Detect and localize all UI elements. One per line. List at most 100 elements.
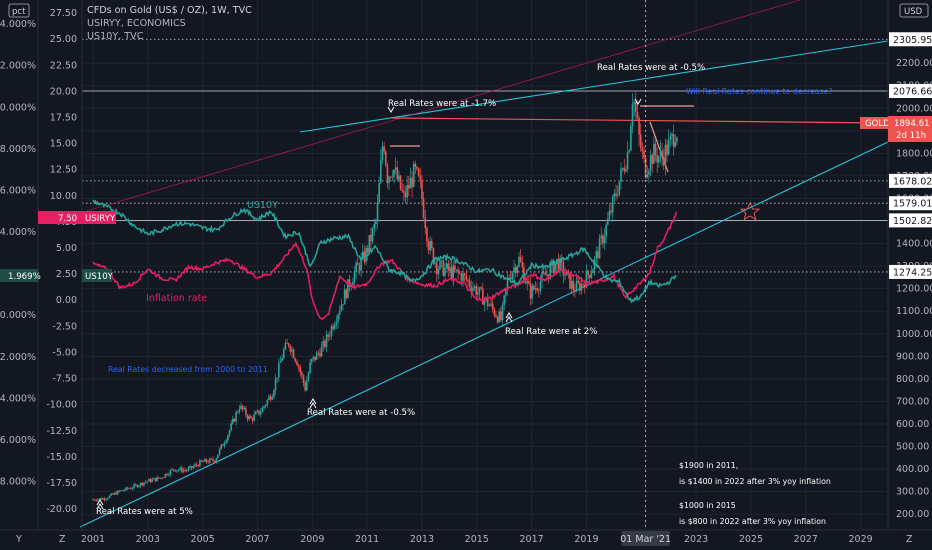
level-label-box — [889, 196, 932, 211]
candle-body — [319, 353, 321, 357]
grid — [82, 0, 888, 538]
gold-tick-label: 300.00 — [896, 487, 929, 498]
channel-upper-trendline[interactable] — [299, 40, 889, 133]
inflation-series-label: Inflation rate — [146, 293, 207, 304]
candle-body — [468, 280, 471, 287]
up-arrow-icon — [505, 312, 513, 323]
us10y-badge: 1.969% US10Y — [0, 269, 114, 282]
y-toolbar-button[interactable]: Y — [15, 534, 22, 545]
candle-body — [92, 499, 94, 501]
candle-body — [623, 168, 626, 172]
candle-body — [514, 267, 517, 273]
candle-body — [279, 361, 282, 363]
overlay-us10y-title[interactable]: US10Y, TVC — [87, 31, 144, 42]
candle-body — [602, 235, 604, 244]
candle-body — [496, 316, 499, 323]
candle-body — [325, 334, 328, 347]
candle-body — [345, 289, 348, 299]
candle-body — [255, 412, 257, 415]
z-right-toolbar-button[interactable]: Z — [906, 534, 913, 545]
candle-body — [603, 236, 606, 244]
candle-body — [519, 256, 522, 263]
symbol-title[interactable]: CFDs on Gold (US$ / OZ), 1W, TVC — [87, 5, 252, 16]
candle-body — [335, 322, 338, 325]
usiryy-tick-label: 10.00 — [50, 191, 77, 202]
candle-body — [636, 112, 639, 119]
note-1900-b: is $1400 in 2022 after 3% yoy inflation — [679, 477, 831, 486]
gold-resistance-line[interactable] — [391, 117, 889, 124]
year-tick-label: 2013 — [410, 534, 434, 545]
candle-body — [133, 484, 135, 489]
us10y-axis[interactable]: 14.000%12.000%10.000%8.000%6.000%4.000%2… — [0, 19, 36, 487]
candle-body — [153, 478, 155, 480]
up-arrow-icon — [309, 398, 317, 409]
candle-body — [327, 334, 329, 337]
candle-body — [559, 258, 561, 271]
candle-body — [289, 345, 292, 352]
candle-body — [116, 490, 119, 495]
candle-body — [674, 141, 677, 147]
candle-body — [167, 474, 170, 476]
z-toolbar-button[interactable]: Z — [59, 534, 66, 545]
candle-body — [128, 488, 130, 490]
pct-button[interactable]: pct — [8, 3, 30, 18]
candle-body — [306, 380, 308, 391]
candle-body — [230, 423, 232, 431]
candle-body — [98, 498, 101, 500]
candle-body — [444, 268, 446, 276]
us10y-tick-label: 4.000% — [0, 227, 36, 238]
candle-body — [340, 304, 343, 311]
candle-body — [317, 352, 320, 354]
overlay-usiryy-title[interactable]: USIRYY, ECONOMICS — [87, 18, 186, 29]
candle-body — [631, 104, 634, 127]
candle-body — [149, 479, 152, 482]
candle-body — [169, 470, 172, 475]
candle-body — [449, 267, 451, 271]
candle-body — [583, 284, 586, 288]
candle-body — [286, 342, 288, 344]
candle-body — [355, 262, 357, 272]
candle-body — [422, 199, 425, 218]
candle-body — [159, 477, 162, 479]
usiryy-tick-label: 22.50 — [50, 60, 77, 71]
candle-body — [174, 469, 177, 472]
candle-body — [348, 279, 351, 288]
candle-body — [447, 263, 450, 271]
long-resistance-trendline[interactable] — [79, 0, 801, 214]
candle-body — [269, 396, 272, 400]
candle-body — [184, 469, 186, 471]
star-marker-icon[interactable] — [739, 201, 761, 221]
gold-price-badge[interactable]: GOLD 1894.61 2d 11h — [860, 116, 932, 142]
candle-body — [562, 262, 565, 276]
candle-body — [549, 265, 552, 279]
candle-body — [370, 235, 372, 242]
usiryy-tick-label: 5.00 — [56, 243, 77, 254]
candle-body — [620, 168, 622, 182]
usiryy-axis[interactable]: 27.50 25.00 22.50 20.00 17.50 15.00 12.50 10.00… — [46, 8, 77, 515]
candle-body — [639, 134, 642, 149]
currency-button[interactable]: USD — [899, 3, 929, 18]
candle-body — [557, 258, 560, 271]
year-tick-label: 2011 — [355, 534, 379, 545]
candle-body — [366, 248, 369, 253]
candle-body — [662, 157, 665, 166]
level-label-box — [889, 32, 932, 47]
candle-body — [307, 373, 310, 381]
candle-body — [478, 287, 481, 293]
time-axis[interactable]: 2001 2003 2005 2007 2009 2011 2013 2015 2017 2019… — [81, 534, 873, 545]
candle-body — [542, 272, 545, 274]
year-tick-label: 2023 — [684, 534, 708, 545]
candle-body — [611, 196, 614, 213]
candle-body — [426, 227, 428, 242]
candle-body — [437, 269, 440, 275]
candle-body — [197, 465, 200, 467]
annotation-2020-high: Real Rates were at -0.5% — [597, 63, 705, 73]
candle-body — [404, 192, 407, 198]
us10y-line[interactable] — [92, 199, 677, 304]
gold-tick-label: 900.00 — [896, 351, 929, 362]
candle-body — [93, 499, 96, 501]
usiryy-last-value: 7.50 — [58, 214, 77, 224]
legend: CFDs on Gold (US$ / OZ), 1W, TVC USIRYY,… — [87, 5, 252, 42]
candle-body — [458, 272, 461, 274]
